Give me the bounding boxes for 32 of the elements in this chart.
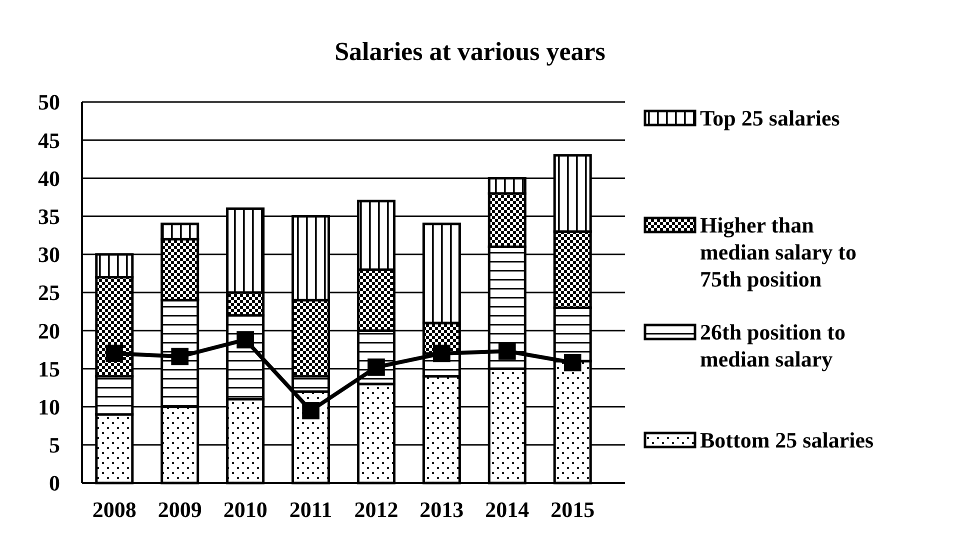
y-tick-label: 15	[38, 356, 60, 382]
x-tick-label: 2012	[354, 497, 398, 522]
point	[106, 344, 124, 362]
point	[433, 344, 450, 362]
y-tick-label: 40	[38, 166, 60, 191]
point	[498, 342, 516, 360]
y-tick-label: 35	[38, 204, 60, 229]
legend-label: Bottom 25 salaries	[700, 428, 874, 453]
point	[171, 348, 189, 366]
point	[564, 354, 582, 372]
y-tick-label: 30	[38, 242, 60, 268]
y-tick-label: 0	[49, 470, 60, 496]
x-tick-label: 2013	[420, 497, 464, 522]
x-tick-label: 2014	[485, 497, 530, 522]
y-tick-label: 45	[38, 128, 60, 153]
legend-label: 26th position to median salary	[700, 320, 846, 372]
x-tick-label: 2008	[92, 497, 136, 522]
x-tick-label: 2010	[223, 497, 268, 522]
point	[368, 358, 385, 376]
x-tick-label: 2011	[289, 497, 332, 522]
point	[236, 331, 254, 348]
y-tick-label: 5	[49, 432, 60, 458]
y-tick-label: 25	[38, 280, 60, 306]
y-tick-label: 10	[38, 394, 60, 420]
x-tick-label: 2009	[158, 497, 202, 522]
legend-label: Top 25 salaries	[700, 106, 840, 131]
legend-label: Higher than median salary to 75th position	[700, 212, 856, 292]
chart-title: Salaries at various years	[334, 37, 606, 66]
y-tick-label: 50	[38, 90, 60, 115]
y-tick-label: 20	[38, 318, 60, 344]
x-tick-label: 2015	[550, 497, 595, 522]
point	[302, 402, 320, 420]
